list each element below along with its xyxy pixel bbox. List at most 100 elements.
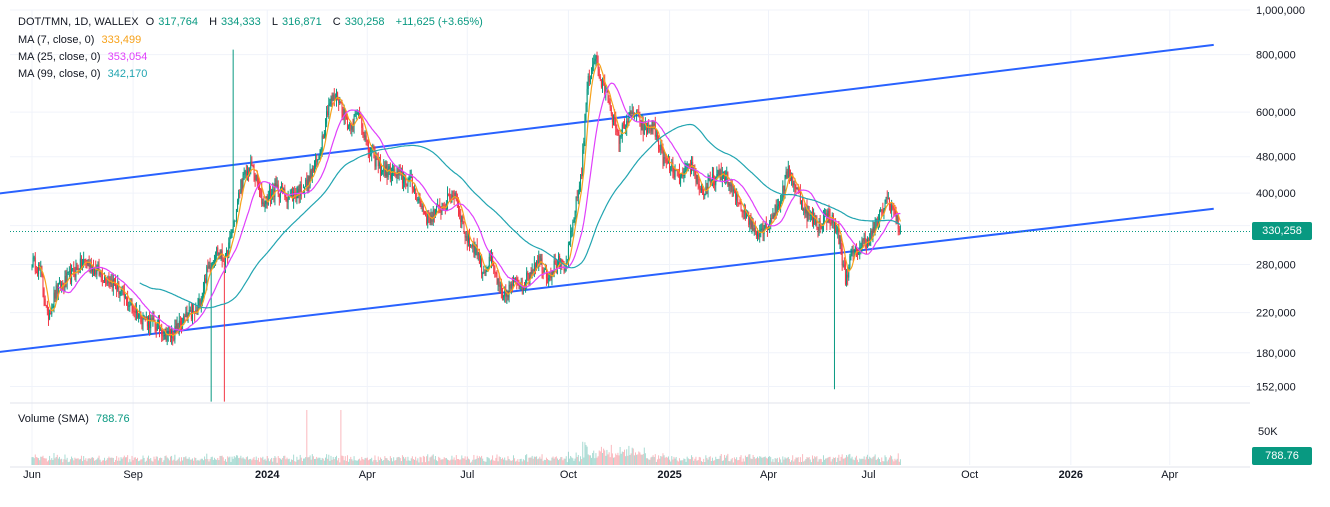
candle-body xyxy=(784,177,786,191)
volume-bar xyxy=(694,458,696,465)
candle-body xyxy=(489,256,491,262)
candle-body xyxy=(737,194,739,204)
volume-bar xyxy=(739,456,741,465)
volume-bar xyxy=(297,459,299,465)
candle-body xyxy=(479,257,481,263)
volume-bar xyxy=(626,449,628,465)
candle-body xyxy=(793,183,795,186)
volume-bar xyxy=(660,456,662,465)
volume-bar xyxy=(448,460,450,465)
volume-bar xyxy=(584,442,586,465)
volume-bar xyxy=(281,459,283,465)
volume-bar xyxy=(774,458,776,465)
volume-bar xyxy=(820,459,822,465)
candle-body xyxy=(205,278,207,284)
candle-body xyxy=(852,252,854,254)
candle-body xyxy=(589,78,591,82)
high-value: H 334,333 xyxy=(209,16,261,28)
volume-bar xyxy=(288,458,290,465)
volume-bar xyxy=(50,459,52,465)
volume-bar xyxy=(519,459,521,465)
candle-body xyxy=(741,210,743,212)
volume-bar xyxy=(442,459,444,465)
volume-bar xyxy=(621,451,623,465)
candle-body xyxy=(322,135,324,138)
volume-bar xyxy=(825,458,827,465)
volume-bar xyxy=(463,458,465,465)
volume-bar xyxy=(807,457,809,465)
volume-bar xyxy=(420,457,422,465)
volume-value: 788.76 xyxy=(95,413,130,425)
candle-body xyxy=(458,201,460,211)
volume-bar xyxy=(304,458,306,465)
volume-bar xyxy=(33,458,35,465)
candle-body xyxy=(276,184,278,186)
candle-body xyxy=(129,305,131,307)
candle-body xyxy=(306,179,308,186)
candle-body xyxy=(885,197,887,203)
candle-body xyxy=(237,201,239,210)
candle-body xyxy=(135,309,137,313)
volume-bar xyxy=(899,459,901,465)
volume-bar xyxy=(591,457,593,465)
volume-bar xyxy=(784,457,786,465)
volume-bar xyxy=(604,450,606,465)
volume-bar xyxy=(552,456,554,465)
candle-body xyxy=(598,69,600,77)
candle-body xyxy=(809,215,811,217)
volume-bar xyxy=(404,458,406,465)
candle-body xyxy=(275,183,277,186)
ma25-legend[interactable]: MA (25, close, 0) 353,054 xyxy=(18,51,151,63)
volume-bar xyxy=(824,459,826,465)
candle-body xyxy=(106,282,108,284)
volume-bar xyxy=(805,459,807,465)
candle-body xyxy=(523,286,525,290)
candle-body xyxy=(695,174,697,183)
volume-bar xyxy=(672,459,674,465)
candle-body xyxy=(360,116,362,119)
candle-body xyxy=(235,209,237,221)
volume-bar xyxy=(779,457,781,465)
volume-bar xyxy=(602,452,604,465)
candle-body xyxy=(807,211,809,222)
volume-bar xyxy=(45,458,47,465)
volume-bar xyxy=(299,454,301,465)
candle-body xyxy=(678,170,680,184)
candle-body xyxy=(211,262,213,267)
volume-bar xyxy=(515,461,517,465)
volume-bar xyxy=(858,462,860,465)
volume-bar xyxy=(855,455,857,465)
volume-bar xyxy=(310,459,312,465)
volume-bar xyxy=(248,459,250,465)
volume-bar xyxy=(53,453,55,465)
volume-bar xyxy=(168,460,170,465)
volume-bar xyxy=(529,457,531,465)
candle-body xyxy=(45,305,47,307)
volume-bar xyxy=(217,457,219,465)
volume-bar xyxy=(677,461,679,465)
volume-bar xyxy=(209,459,211,465)
ma7-legend[interactable]: MA (7, close, 0) 333,499 xyxy=(18,34,145,46)
volume-bar xyxy=(537,459,539,465)
volume-bar xyxy=(393,457,395,465)
symbol-label[interactable]: DOT/TMN, 1D, WALLEX xyxy=(18,16,139,28)
volume-bar xyxy=(571,457,573,465)
candle-body xyxy=(627,120,629,124)
volume-bar xyxy=(34,454,36,465)
ma99-legend[interactable]: MA (99, close, 0) 342,170 xyxy=(18,68,151,80)
candle-body xyxy=(268,190,270,196)
candle-body xyxy=(176,323,178,328)
volume-bar xyxy=(776,457,778,465)
volume-bar xyxy=(303,458,305,465)
candle-body xyxy=(419,198,421,202)
volume-legend[interactable]: Volume (SMA) 788.76 xyxy=(18,413,134,425)
volume-bar xyxy=(615,453,617,465)
volume-bar xyxy=(786,457,788,465)
volume-bar xyxy=(691,455,693,465)
candle-body xyxy=(846,274,848,285)
volume-bar xyxy=(46,461,48,465)
candle-body xyxy=(617,131,619,136)
volume-bar xyxy=(853,460,855,465)
